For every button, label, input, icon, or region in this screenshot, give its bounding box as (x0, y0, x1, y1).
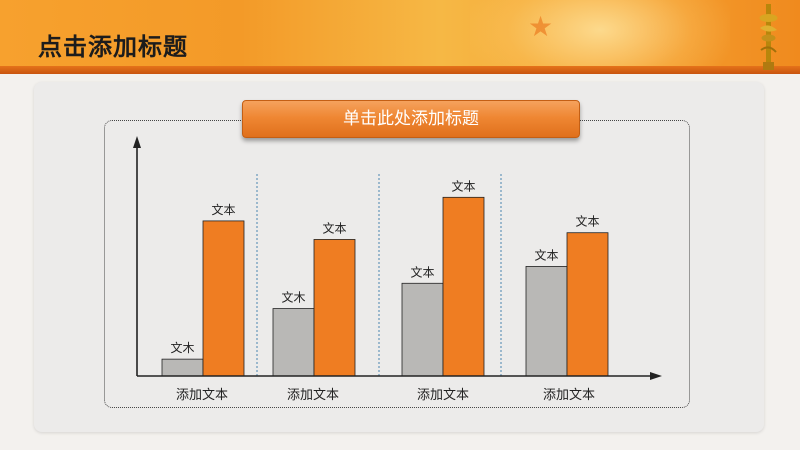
y-axis-arrow (133, 136, 141, 148)
x-axis-arrow (650, 372, 662, 380)
category-label: 添加文本 (543, 388, 595, 403)
column-ornament-icon (759, 4, 778, 70)
header-strip (0, 66, 800, 74)
star-icon: ★ (528, 10, 554, 43)
header-bar: ★ 点击添加标题 (0, 0, 800, 74)
data-label: 文本 (410, 264, 434, 279)
bar-series1-cat1 (161, 358, 204, 377)
chart-title-button[interactable]: 单击此处添加标题 (242, 100, 580, 138)
data-label: 文本 (451, 178, 475, 193)
data-label: 文本 (322, 220, 346, 235)
page-title[interactable]: 点击添加标题 (38, 33, 188, 61)
bar-series1-cat4 (525, 266, 568, 377)
bar-series2-cat4 (566, 232, 609, 377)
data-label: 文木 (281, 290, 305, 305)
bar-series2-cat2 (313, 239, 356, 377)
data-label: 文木 (170, 340, 194, 355)
category-label: 添加文本 (176, 388, 228, 403)
header-glow (470, 0, 730, 74)
content-panel (34, 82, 764, 432)
data-label: 文本 (575, 214, 599, 229)
data-label: 文本 (534, 247, 558, 262)
bar-series2-cat1 (202, 220, 245, 377)
category-label: 添加文本 (417, 388, 469, 403)
bar-series1-cat2 (272, 308, 315, 377)
data-label: 文本 (211, 202, 235, 217)
bar-series2-cat3 (442, 196, 485, 377)
category-label: 添加文本 (287, 388, 339, 403)
bar-series1-cat3 (401, 282, 444, 377)
